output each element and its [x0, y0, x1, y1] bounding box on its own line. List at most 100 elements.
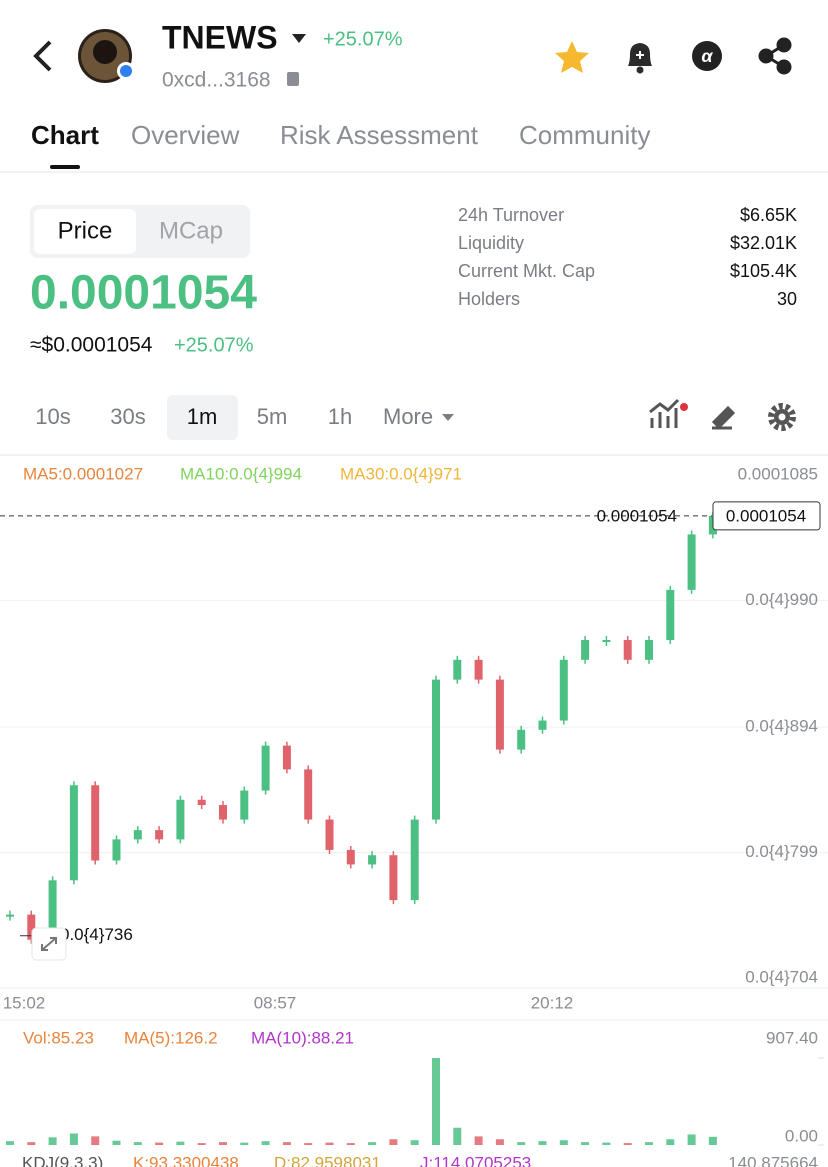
y-tick-label: 0.0{4}799 — [745, 842, 818, 861]
interval[interactable]: 10s — [35, 404, 70, 429]
volume-bar — [687, 1134, 696, 1145]
volume-bar — [69, 1133, 78, 1145]
candle — [91, 785, 100, 861]
volume-bar — [389, 1139, 398, 1145]
candle — [389, 855, 398, 901]
volume-bar — [219, 1142, 227, 1145]
candle — [6, 914, 14, 917]
volume-tick-label: 0.00 — [785, 1126, 818, 1145]
volume-bar — [325, 1142, 334, 1145]
share-icon[interactable] — [758, 37, 792, 75]
volume-bar — [474, 1136, 483, 1145]
alpha-icon[interactable]: α — [692, 41, 722, 71]
interval[interactable]: 1m — [187, 404, 218, 429]
alert-bell[interactable] — [628, 43, 652, 74]
volume-tick-label: 907.40 — [766, 1028, 818, 1047]
interval[interactable]: 1h — [328, 404, 352, 429]
copy-icon[interactable] — [287, 72, 299, 86]
tab[interactable]: Chart — [31, 120, 99, 150]
candle — [687, 534, 696, 590]
volume-bar — [559, 1140, 568, 1145]
candle — [346, 849, 355, 865]
candle — [133, 830, 142, 840]
stat-label: Liquidity — [458, 233, 524, 253]
candle — [495, 679, 504, 750]
stat-label: Holders — [458, 289, 520, 309]
last-price-tag: 0.0001054 — [726, 506, 806, 525]
stat-value: $105.4K — [730, 261, 797, 281]
tab[interactable]: Overview — [131, 120, 240, 150]
stat-value: $32.01K — [730, 233, 797, 253]
candle — [410, 819, 419, 901]
price-usd: ≈$0.0001054 — [30, 334, 153, 357]
candle — [176, 799, 185, 840]
settings-icon[interactable] — [768, 403, 796, 431]
candle — [240, 790, 249, 820]
interval-selected — [167, 395, 238, 440]
stat-label: Current Mkt. Cap — [458, 261, 595, 281]
toggle-selected — [34, 209, 136, 254]
volume-bar — [517, 1142, 526, 1145]
expand-button[interactable] — [31, 927, 67, 961]
candle — [666, 589, 675, 641]
tab[interactable]: Community — [519, 120, 650, 150]
stat-value: $6.65K — [740, 205, 797, 225]
kdj-label: KDJ(9,3,3) — [22, 1153, 103, 1167]
tab-indicator — [50, 165, 80, 169]
ma-indicator: MA10:0.0{4}994 — [180, 464, 302, 483]
volume-bar — [623, 1143, 632, 1145]
volume-bar — [708, 1136, 717, 1145]
candle — [69, 785, 78, 881]
candle — [48, 880, 57, 940]
indicator-icon[interactable] — [649, 398, 688, 428]
candle — [474, 659, 483, 680]
volume-indicator: MA(10):88.21 — [251, 1028, 354, 1047]
candle — [517, 729, 526, 750]
stat-value: 30 — [777, 289, 797, 309]
candle — [623, 640, 632, 660]
y-tick-label: 0.0{4}894 — [745, 717, 818, 736]
token-dropdown[interactable] — [292, 34, 306, 43]
volume-bar — [304, 1143, 313, 1145]
volume-bar — [27, 1142, 36, 1145]
volume-indicator: Vol:85.23 — [23, 1028, 94, 1047]
candle — [282, 745, 291, 770]
candle — [453, 659, 462, 680]
interval[interactable]: 5m — [257, 404, 288, 429]
price-chart: 0.0001085 0.0{4}990 0.0{4}894 0.0{4}799 0.0{… — [0, 464, 828, 1012]
volume-bar — [197, 1143, 206, 1145]
volume-bar — [368, 1142, 377, 1145]
x-tick-label: 20:12 — [531, 993, 574, 1012]
candle — [538, 720, 547, 730]
volume-bar — [581, 1142, 590, 1145]
kdj-label: 140.875664 — [728, 1153, 818, 1167]
volume-bar — [112, 1140, 121, 1145]
candle — [261, 745, 270, 791]
toggle-option[interactable]: MCap — [159, 217, 223, 244]
tab[interactable]: Risk Assessment — [280, 120, 479, 150]
interval[interactable]: 30s — [110, 404, 145, 429]
y-tick-label: 0.0001085 — [738, 464, 818, 483]
volume-bar — [261, 1141, 270, 1145]
favorite-star[interactable] — [555, 41, 589, 73]
x-tick-label: 15:02 — [3, 993, 46, 1012]
stat-label: 24h Turnover — [458, 205, 564, 225]
candle — [27, 914, 36, 940]
x-tick-label: 08:57 — [254, 993, 297, 1012]
volume-bar — [453, 1127, 462, 1145]
kdj-label: J:114.0705253 — [420, 1153, 531, 1167]
draw-icon[interactable] — [711, 405, 736, 430]
kdj-label: D:82.9598031 — [274, 1153, 381, 1167]
interval[interactable]: More — [383, 404, 433, 429]
volume-bar — [645, 1142, 653, 1145]
volume-bar — [6, 1141, 14, 1145]
candle — [559, 659, 568, 721]
volume-bar — [155, 1142, 164, 1145]
volume-bar — [538, 1141, 547, 1145]
candle — [645, 640, 653, 660]
toggle-option[interactable]: Price — [58, 217, 113, 244]
volume-bar — [282, 1142, 291, 1145]
back-button[interactable] — [33, 40, 52, 72]
volume-bar — [495, 1139, 504, 1145]
